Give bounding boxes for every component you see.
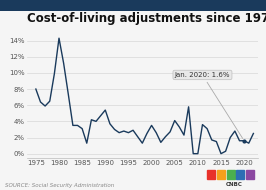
Bar xyxy=(236,170,244,179)
Bar xyxy=(227,170,235,179)
Text: CNBC: CNBC xyxy=(226,182,243,187)
Text: Cost-of-living adjustments since 1975: Cost-of-living adjustments since 1975 xyxy=(27,12,266,25)
Text: SOURCE: Social Security Administration: SOURCE: Social Security Administration xyxy=(5,183,115,188)
Text: Jan. 2020: 1.6%: Jan. 2020: 1.6% xyxy=(175,72,243,138)
Bar xyxy=(217,170,225,179)
Bar xyxy=(246,170,254,179)
Bar xyxy=(207,170,215,179)
